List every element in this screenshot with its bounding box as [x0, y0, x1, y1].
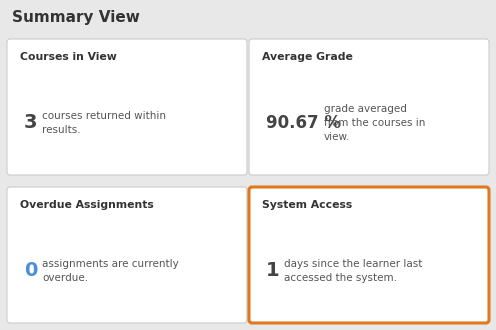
Text: courses returned within
results.: courses returned within results. — [42, 111, 166, 135]
Text: System Access: System Access — [262, 200, 352, 210]
FancyBboxPatch shape — [7, 39, 247, 175]
Text: grade averaged
from the courses in
view.: grade averaged from the courses in view. — [324, 104, 426, 142]
Text: 3: 3 — [24, 113, 38, 132]
Text: 1: 1 — [266, 261, 280, 280]
Text: days since the learner last
accessed the system.: days since the learner last accessed the… — [284, 259, 423, 282]
Text: 0: 0 — [24, 261, 37, 280]
Text: Average Grade: Average Grade — [262, 52, 353, 62]
Text: Courses in View: Courses in View — [20, 52, 117, 62]
FancyBboxPatch shape — [249, 187, 489, 323]
FancyBboxPatch shape — [7, 187, 247, 323]
Text: Summary View: Summary View — [12, 10, 140, 25]
FancyBboxPatch shape — [249, 39, 489, 175]
Text: assignments are currently
overdue.: assignments are currently overdue. — [42, 259, 179, 282]
Text: 90.67 %: 90.67 % — [266, 114, 341, 132]
Text: Overdue Assignments: Overdue Assignments — [20, 200, 154, 210]
